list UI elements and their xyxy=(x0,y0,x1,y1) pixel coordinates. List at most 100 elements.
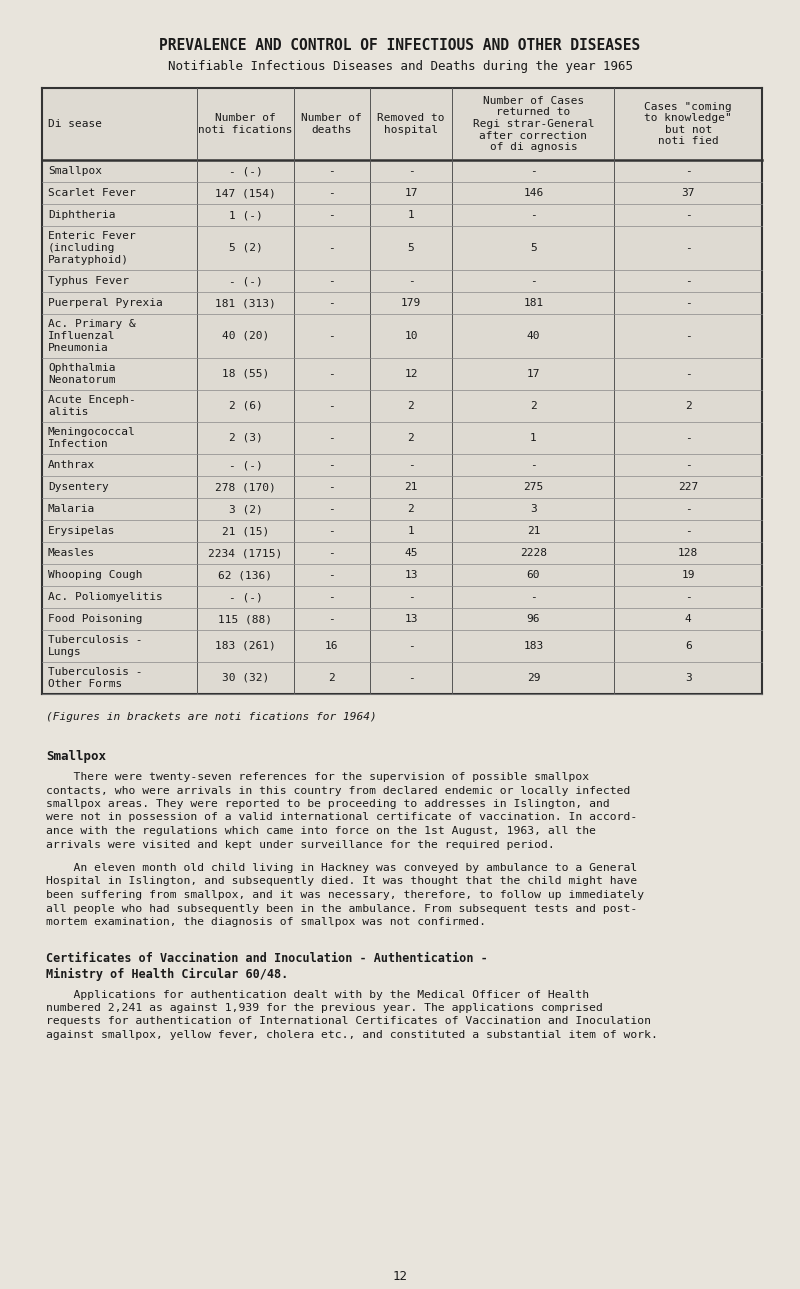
Text: -: - xyxy=(329,244,335,253)
Text: 275: 275 xyxy=(523,482,543,492)
Text: -: - xyxy=(329,276,335,286)
Text: Malaria: Malaria xyxy=(48,504,95,514)
Text: 2 (6): 2 (6) xyxy=(229,401,262,411)
Text: -: - xyxy=(329,570,335,580)
Text: 5: 5 xyxy=(408,244,414,253)
Text: 2: 2 xyxy=(408,504,414,514)
Text: 147 (154): 147 (154) xyxy=(215,188,276,199)
Text: were not in possession of a valid international certificate of vaccination. In a: were not in possession of a valid intern… xyxy=(46,812,638,822)
Text: - (-): - (-) xyxy=(229,460,262,470)
Text: 18 (55): 18 (55) xyxy=(222,369,269,379)
Text: 128: 128 xyxy=(678,548,698,558)
Text: -: - xyxy=(329,526,335,536)
Text: 96: 96 xyxy=(526,614,540,624)
Text: 2: 2 xyxy=(329,673,335,683)
Text: -: - xyxy=(408,166,414,177)
Text: contacts, who were arrivals in this country from declared endemic or locally inf: contacts, who were arrivals in this coun… xyxy=(46,785,630,795)
Text: 5 (2): 5 (2) xyxy=(229,244,262,253)
Text: -: - xyxy=(685,276,691,286)
Text: 10: 10 xyxy=(404,331,418,342)
Text: 3: 3 xyxy=(685,673,691,683)
Text: Applications for authentication dealt with by the Medical Officer of Health: Applications for authentication dealt wi… xyxy=(46,990,589,999)
Text: -: - xyxy=(329,369,335,379)
Text: 60: 60 xyxy=(526,570,540,580)
Text: against smallpox, yellow fever, cholera etc., and constituted a substantial item: against smallpox, yellow fever, cholera … xyxy=(46,1030,658,1040)
Text: Ophthalmia
Neonatorum: Ophthalmia Neonatorum xyxy=(48,363,115,385)
Text: 13: 13 xyxy=(404,570,418,580)
Text: -: - xyxy=(329,210,335,220)
Text: Whooping Cough: Whooping Cough xyxy=(48,570,142,580)
Text: Certificates of Vaccination and Inoculation - Authentication -: Certificates of Vaccination and Inoculat… xyxy=(46,953,488,965)
Text: Dysentery: Dysentery xyxy=(48,482,109,492)
Text: 3 (2): 3 (2) xyxy=(229,504,262,514)
Text: Di sease: Di sease xyxy=(48,119,102,129)
Text: -: - xyxy=(408,460,414,470)
Text: -: - xyxy=(408,641,414,651)
Text: 179: 179 xyxy=(401,298,421,308)
Text: Hospital in Islington, and subsequently died. It was thought that the child migh: Hospital in Islington, and subsequently … xyxy=(46,877,638,887)
Text: -: - xyxy=(685,526,691,536)
Text: 1 (-): 1 (-) xyxy=(229,210,262,220)
Text: Ministry of Health Circular 60/48.: Ministry of Health Circular 60/48. xyxy=(46,968,288,981)
Text: Meningococcal
Infection: Meningococcal Infection xyxy=(48,427,136,449)
Text: -: - xyxy=(329,460,335,470)
Text: 183: 183 xyxy=(523,641,543,651)
Text: -: - xyxy=(408,276,414,286)
Text: 12: 12 xyxy=(393,1270,407,1283)
Text: 45: 45 xyxy=(404,548,418,558)
Text: 21: 21 xyxy=(404,482,418,492)
Text: Tuberculosis -
Other Forms: Tuberculosis - Other Forms xyxy=(48,668,142,688)
Text: 4: 4 xyxy=(685,614,691,624)
Text: 13: 13 xyxy=(404,614,418,624)
Text: -: - xyxy=(329,401,335,411)
Bar xyxy=(42,88,762,693)
Text: 278 (170): 278 (170) xyxy=(215,482,276,492)
Text: -: - xyxy=(329,548,335,558)
Text: 2: 2 xyxy=(530,401,537,411)
Text: -: - xyxy=(685,433,691,443)
Text: 2234 (1715): 2234 (1715) xyxy=(208,548,282,558)
Text: -: - xyxy=(685,369,691,379)
Text: Diphtheria: Diphtheria xyxy=(48,210,115,220)
Text: Erysipelas: Erysipelas xyxy=(48,526,115,536)
Text: requests for authentication of International Certificates of Vaccination and Ino: requests for authentication of Internati… xyxy=(46,1017,651,1026)
Text: Removed to
hospital: Removed to hospital xyxy=(378,113,445,135)
Text: Smallpox: Smallpox xyxy=(48,166,102,177)
Text: 12: 12 xyxy=(404,369,418,379)
Text: -: - xyxy=(329,482,335,492)
Text: been suffering from smallpox, and it was necessary, therefore, to follow up imme: been suffering from smallpox, and it was… xyxy=(46,889,644,900)
Text: 227: 227 xyxy=(678,482,698,492)
Text: mortem examination, the diagnosis of smallpox was not confirmed.: mortem examination, the diagnosis of sma… xyxy=(46,916,486,927)
Text: smallpox areas. They were reported to be proceeding to addresses in Islington, a: smallpox areas. They were reported to be… xyxy=(46,799,610,809)
Text: 146: 146 xyxy=(523,188,543,199)
Text: Cases "coming
to knowledge"
but not
noti fied: Cases "coming to knowledge" but not noti… xyxy=(644,102,732,147)
Text: Enteric Fever
(including
Paratyphoid): Enteric Fever (including Paratyphoid) xyxy=(48,232,136,264)
Text: Food Poisoning: Food Poisoning xyxy=(48,614,142,624)
Text: - (-): - (-) xyxy=(229,166,262,177)
Text: 30 (32): 30 (32) xyxy=(222,673,269,683)
Text: 2 (3): 2 (3) xyxy=(229,433,262,443)
Text: Scarlet Fever: Scarlet Fever xyxy=(48,188,136,199)
Text: 19: 19 xyxy=(682,570,695,580)
Text: 1: 1 xyxy=(408,210,414,220)
Text: Puerperal Pyrexia: Puerperal Pyrexia xyxy=(48,298,162,308)
Text: Number of
noti fications: Number of noti fications xyxy=(198,113,293,135)
Text: -: - xyxy=(329,592,335,602)
Text: There were twenty-seven references for the supervision of possible smallpox: There were twenty-seven references for t… xyxy=(46,772,589,782)
Text: 37: 37 xyxy=(682,188,695,199)
Text: Anthrax: Anthrax xyxy=(48,460,95,470)
Text: Number of
deaths: Number of deaths xyxy=(302,113,362,135)
Text: 3: 3 xyxy=(530,504,537,514)
Text: 29: 29 xyxy=(526,673,540,683)
Text: -: - xyxy=(329,433,335,443)
Text: -: - xyxy=(408,592,414,602)
Text: ance with the regulations which came into force on the 1st August, 1963, all the: ance with the regulations which came int… xyxy=(46,826,596,837)
Text: -: - xyxy=(329,331,335,342)
Text: 5: 5 xyxy=(530,244,537,253)
Text: (Figures in brackets are noti fications for 1964): (Figures in brackets are noti fications … xyxy=(46,712,377,722)
Text: Tuberculosis -
Lungs: Tuberculosis - Lungs xyxy=(48,635,142,657)
Text: An eleven month old child living in Hackney was conveyed by ambulance to a Gener: An eleven month old child living in Hack… xyxy=(46,864,638,873)
Text: 62 (136): 62 (136) xyxy=(218,570,272,580)
Text: numbered 2,241 as against 1,939 for the previous year. The applications comprise: numbered 2,241 as against 1,939 for the … xyxy=(46,1003,603,1013)
Text: -: - xyxy=(530,210,537,220)
